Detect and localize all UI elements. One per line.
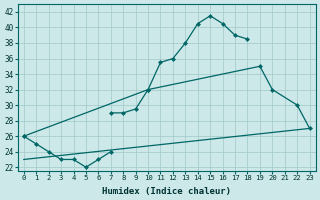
X-axis label: Humidex (Indice chaleur): Humidex (Indice chaleur)	[102, 187, 231, 196]
